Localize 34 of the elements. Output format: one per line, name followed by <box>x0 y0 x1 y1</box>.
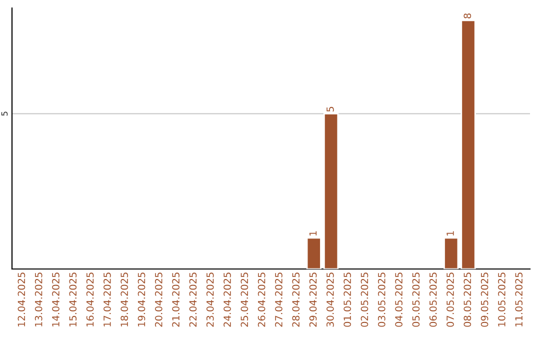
x-tick-label: 28.04.2025 <box>292 272 300 327</box>
data-label: 1 <box>446 231 454 236</box>
x-tick-label: 26.04.2025 <box>258 272 266 327</box>
x-tick-label: 29.04.2025 <box>309 272 317 327</box>
x-tick-label: 01.05.2025 <box>344 272 352 327</box>
x-tick-label: 27.04.2025 <box>275 272 282 327</box>
data-label: 8 <box>464 14 472 18</box>
x-tick-label: 16.04.2025 <box>86 272 94 326</box>
x-tick-label: 14.04.2025 <box>52 272 60 326</box>
x-tick-label: 09.05.2025 <box>480 272 488 327</box>
data-label: 5 <box>326 106 334 112</box>
x-tick-label: 08.05.2025 <box>464 272 472 327</box>
x-tick-label: 17.04.2025 <box>104 272 111 326</box>
x-tick-label: 18.04.2025 <box>120 272 128 326</box>
x-tick-label: 30.04.2025 <box>326 272 334 327</box>
x-tick-label: 11.05.2025 <box>515 272 523 326</box>
x-tick-label: 23.04.2025 <box>206 272 214 327</box>
x-tick-label: 13.04.2025 <box>34 272 42 326</box>
x-tick-label: 24.04.2025 <box>224 272 231 327</box>
x-tick-label: 25.04.2025 <box>240 272 248 327</box>
x-tick-label: 20.04.2025 <box>154 272 162 327</box>
x-tick-label: 06.05.2025 <box>429 272 437 327</box>
x-tick-label: 15.04.2025 <box>69 272 77 326</box>
x-tick-label: 05.05.2025 <box>412 272 420 327</box>
x-tick-label: 19.04.2025 <box>138 272 146 326</box>
x-tick-label: 07.05.2025 <box>446 272 454 327</box>
x-tick-label: 10.05.2025 <box>498 272 506 326</box>
x-tick-label: 12.04.2025 <box>18 272 26 326</box>
x-tick-label: 02.05.2025 <box>360 272 368 327</box>
x-tick-label: 03.05.2025 <box>378 272 386 327</box>
x-tick-label: 04.05.2025 <box>395 272 402 327</box>
data-label: 1 <box>309 231 317 236</box>
x-tick-label: 21.04.2025 <box>172 272 180 327</box>
x-tick-label: 22.04.2025 <box>189 272 197 327</box>
